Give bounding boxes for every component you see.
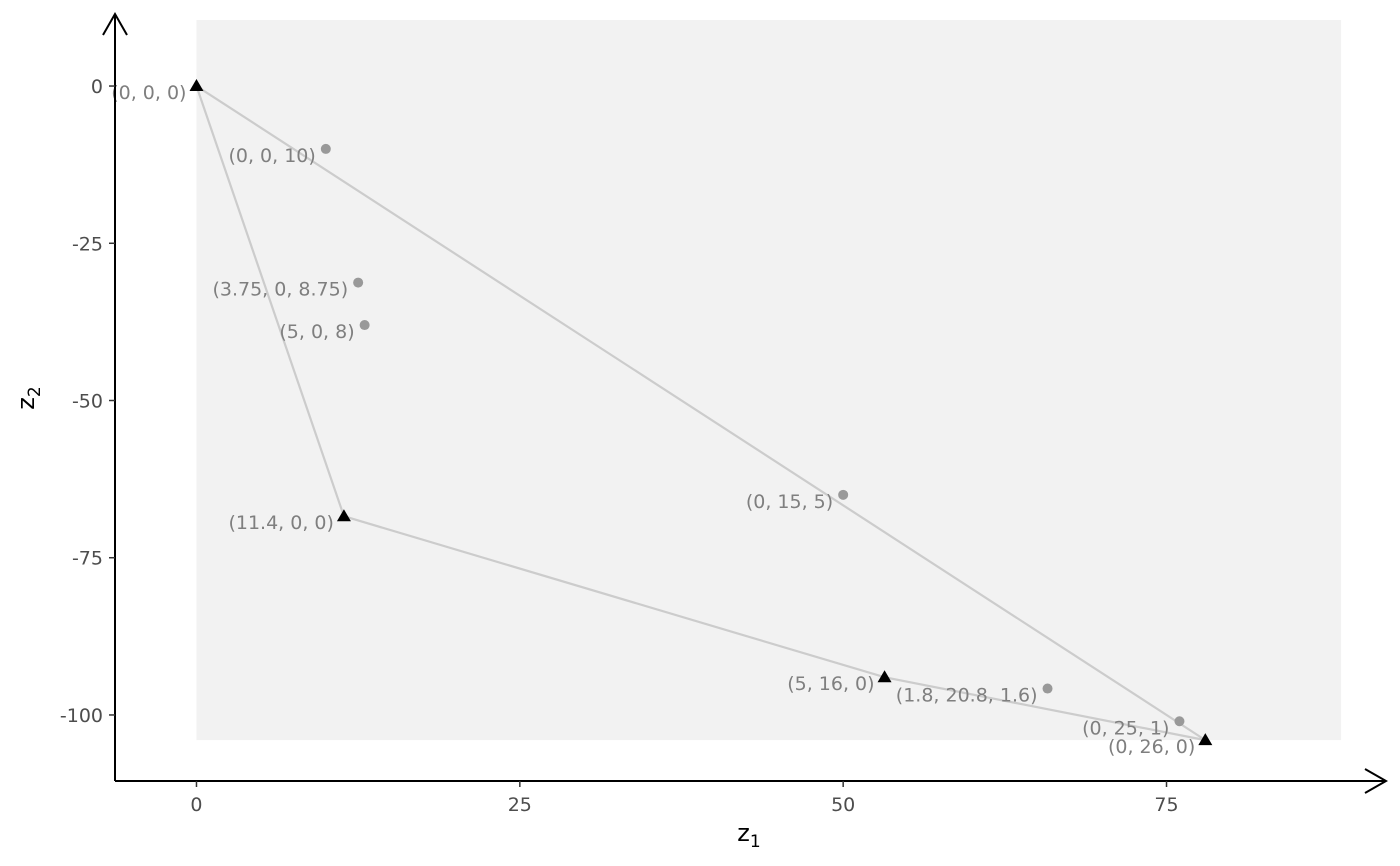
point-marker-triangle	[1198, 733, 1213, 746]
point-label: (1.8, 20.8, 1.6)	[896, 685, 1038, 707]
point-label: (0, 0, 0)	[111, 82, 186, 104]
y-tick-label: 0	[91, 76, 103, 98]
point-labels-layer: (0, 0, 0) (11.4, 0, 0) (5, 16, 0) (0, 26, 0…	[111, 82, 1195, 758]
point-label: (3.75, 0, 8.75)	[212, 279, 348, 301]
point-label: (0, 15, 5)	[746, 491, 833, 513]
y-tick-label: -25	[72, 233, 103, 255]
point-marker-triangle	[877, 670, 892, 683]
y-axis-title-sub: 2	[25, 386, 45, 397]
x-tick-label: 25	[508, 794, 532, 816]
point-label: (0, 0, 10)	[228, 145, 315, 167]
y-axis-arrow	[102, 11, 128, 36]
point-marker-circle	[838, 489, 849, 500]
y-tick-label: -50	[72, 391, 103, 413]
point-label: (5, 0, 8)	[279, 321, 354, 343]
y-ticks: 0 -25 -50 -75 -100	[60, 76, 115, 727]
x-tick-label: 75	[1154, 794, 1178, 816]
x-axis-title-base: z	[737, 819, 750, 847]
x-tick-label: 50	[831, 794, 855, 816]
point-marker-circle	[353, 277, 364, 288]
y-axis-title-base: z	[12, 397, 40, 410]
y-tick-label: -75	[72, 548, 103, 570]
y-axis-title: z2	[12, 386, 45, 409]
x-axis-title-sub: 1	[750, 832, 761, 852]
point-marker-circle	[1174, 716, 1185, 727]
x-axis-title: z1	[737, 819, 760, 852]
point-label: (11.4, 0, 0)	[228, 512, 333, 534]
point-label: (0, 25, 1)	[1082, 717, 1169, 739]
feasible-region	[196, 20, 1342, 741]
point-marker-triangle	[189, 79, 204, 92]
y-tick-label: -100	[60, 705, 103, 727]
point-label: (0, 26, 0)	[1108, 736, 1195, 758]
x-tick-label: 0	[190, 794, 202, 816]
point-marker-circle	[1042, 683, 1053, 694]
x-ticks: 0 25 50 75	[190, 781, 1179, 816]
point-marker-circle	[320, 143, 331, 154]
point-marker-triangle	[336, 509, 351, 522]
points-layer	[189, 79, 1213, 746]
point-marker-circle	[359, 320, 370, 331]
point-label: (5, 16, 0)	[787, 673, 874, 695]
x-axis-arrow	[1364, 768, 1389, 794]
